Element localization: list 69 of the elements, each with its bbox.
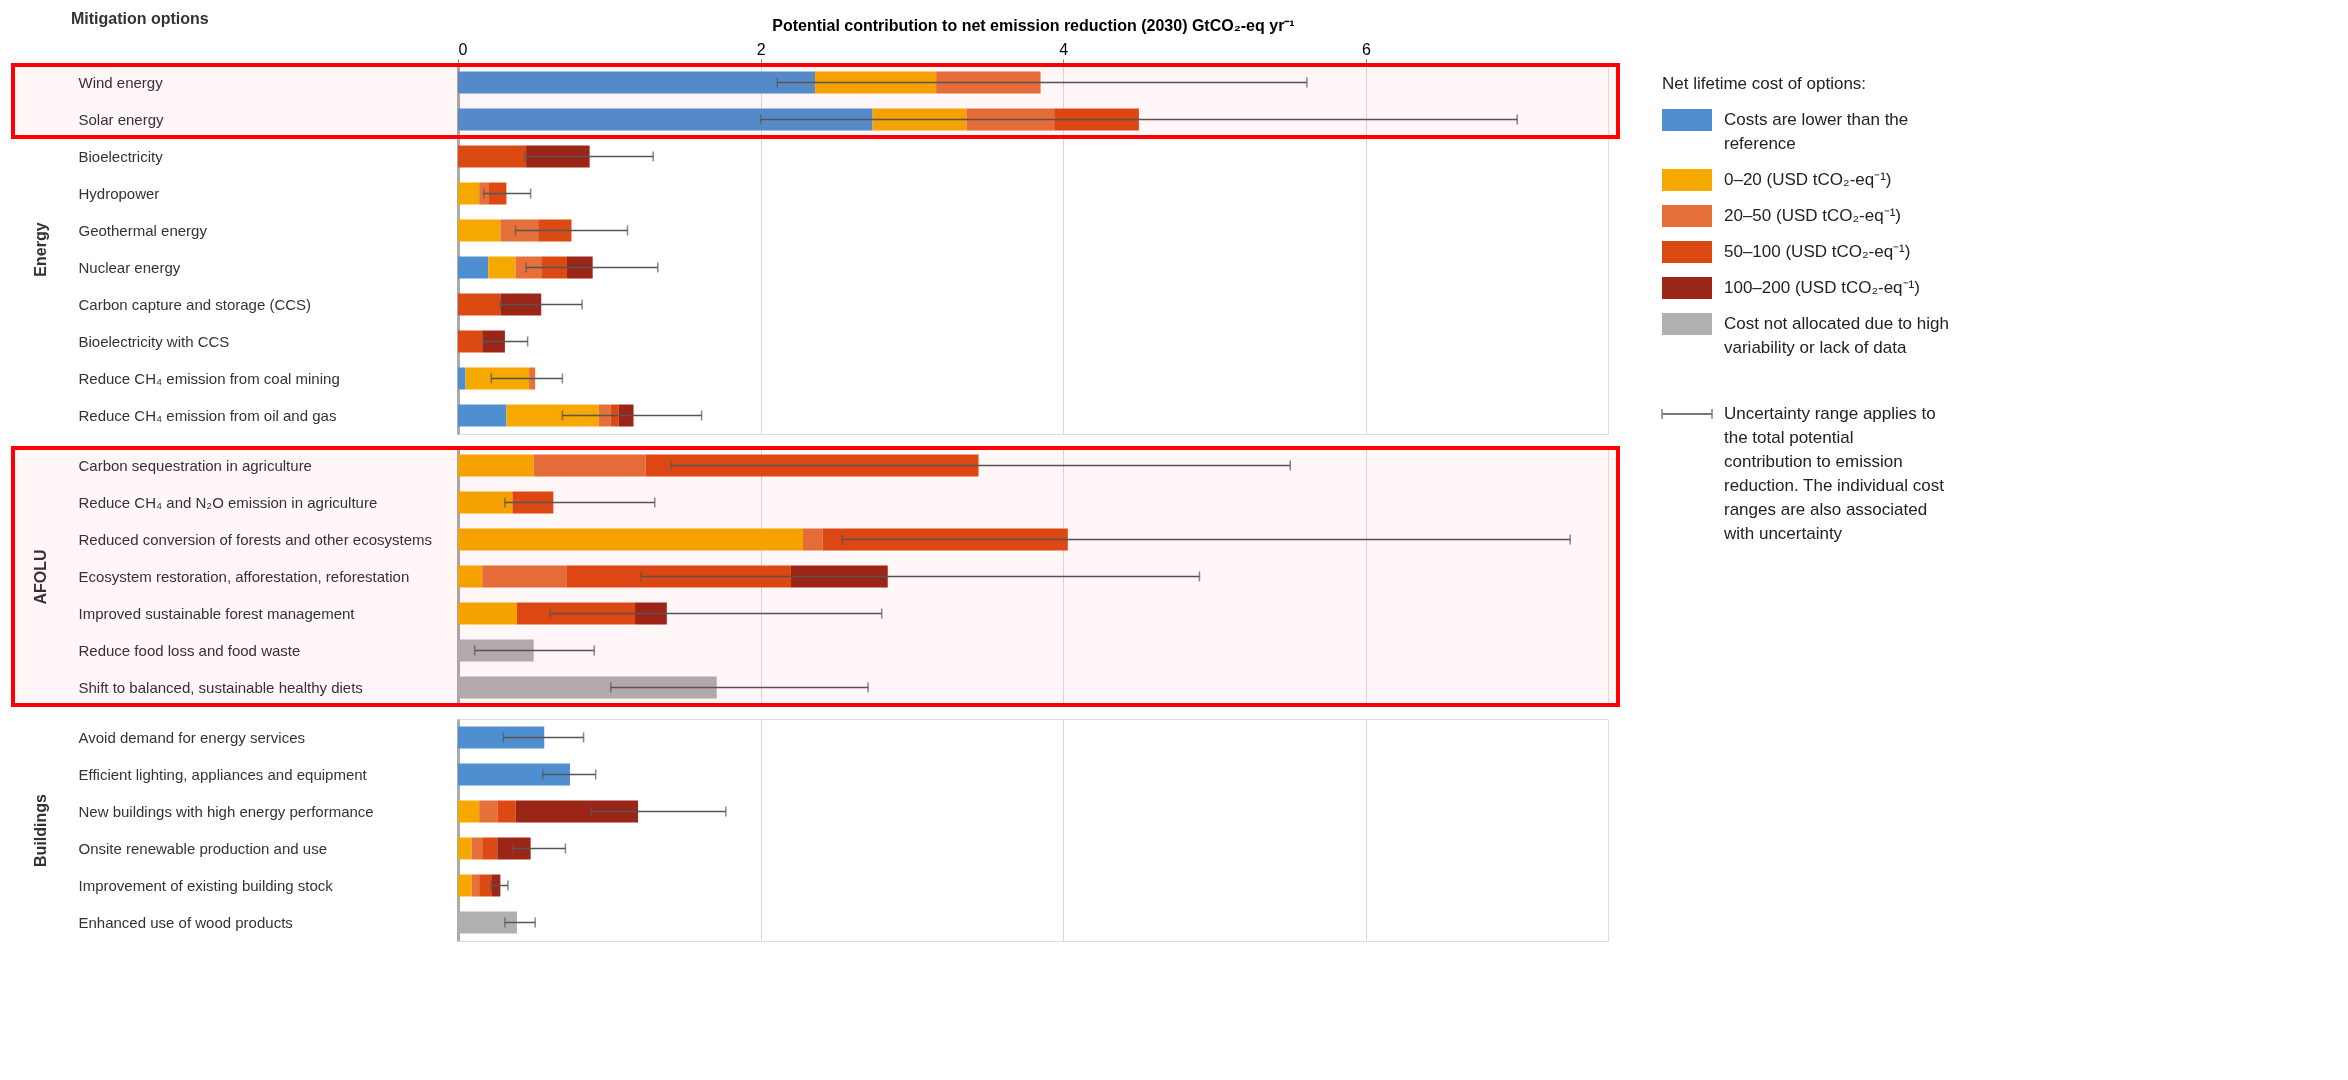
text: Uncertainty range applies to the total potential contribution to emission reduction. The individual cost ranges are also associated with uncertainty	[1723, 404, 1945, 543]
y-tick-label: Carbon capture and storage (CCS)	[78, 295, 312, 313]
y-tick-label: Efficient lighting, appliances and equipment	[78, 765, 368, 783]
x-axis-title: Potential contribution to net emission reduction (2030) GtCO₂-eq yr⁻¹	[772, 16, 1295, 34]
legend-label: 0–20 (USD tCO₂-eq⁻¹)	[1724, 170, 1892, 189]
x-tick-label: 6	[1361, 40, 1371, 58]
y-tick-label: Reduce CH₄ and N₂O emission in agriculture	[78, 493, 378, 511]
bar	[458, 874, 472, 897]
y-tick-label: Avoid demand for energy services	[78, 728, 306, 746]
y-tick-label: Wind energy	[78, 73, 164, 91]
y-tick-label: Enhanced use of wood products	[78, 913, 293, 931]
bar	[515, 800, 639, 823]
bar	[471, 837, 483, 860]
legend-label: Cost not allocated due to high variability or lack of data	[1724, 314, 1949, 357]
bar	[790, 565, 888, 588]
bar	[458, 602, 518, 625]
bar	[497, 800, 516, 823]
y-tick-label: Hydropower	[78, 184, 160, 202]
y-tick-label: Ecosystem restoration, afforestation, reforestation	[78, 567, 410, 585]
bar	[458, 454, 534, 477]
x-tick-label: 2	[756, 40, 766, 58]
y-axis-title: Buildings	[31, 793, 49, 867]
bar	[479, 800, 498, 823]
bar	[517, 602, 636, 625]
bar	[482, 837, 498, 860]
bar	[803, 528, 823, 551]
bar	[479, 874, 492, 897]
x-tick-label: 0	[458, 40, 468, 58]
legend-title: Net lifetime cost of options:	[1662, 74, 1867, 93]
y-tick-label: Shift to balanced, sustainable healthy diets	[78, 678, 363, 696]
legend-label: 50–100 (USD tCO₂-eq⁻¹)	[1724, 242, 1911, 261]
y-tick-label: Improvement of existing building stock	[78, 876, 334, 894]
bar	[635, 602, 667, 625]
y-axis-title: AFOLU	[31, 549, 49, 605]
y-tick-label: Reduce CH₄ emission from coal mining	[78, 369, 340, 387]
bar	[458, 565, 483, 588]
bar	[471, 874, 480, 897]
bar	[482, 565, 567, 588]
y-tick-label: Nuclear energy	[78, 258, 181, 276]
y-tick-label: Carbon sequestration in agriculture	[78, 456, 312, 474]
y-tick-label: Reduce food loss and food waste	[78, 641, 301, 659]
y-tick-label: Onsite renewable production and use	[78, 839, 327, 857]
y-axis-title: Energy	[31, 222, 49, 277]
bar	[566, 565, 791, 588]
bar	[533, 454, 646, 477]
bar	[458, 491, 513, 514]
bar	[458, 528, 803, 551]
y-tick-label: Improved sustainable forest management	[78, 604, 356, 622]
bar	[458, 726, 545, 749]
bar	[645, 454, 979, 477]
bar	[458, 763, 570, 786]
y-tick-label: Bioelectricity with CCS	[78, 332, 230, 350]
y-tick-label: Solar energy	[78, 110, 165, 128]
bar	[497, 837, 531, 860]
legend-label: 20–50 (USD tCO₂-eq⁻¹)	[1724, 206, 1901, 225]
y-tick-label: Reduce CH₄ emission from oil and gas	[78, 406, 337, 424]
bar	[491, 874, 501, 897]
bar	[458, 837, 472, 860]
x-tick-label: 4	[1059, 40, 1069, 58]
y-tick-label: Bioelectricity	[78, 147, 164, 165]
y-tick-label: New buildings with high energy performance	[78, 802, 374, 820]
y-tick-label: Reduced conversion of forests and other ecosystems	[78, 530, 433, 548]
legend-label: 100–200 (USD tCO₂-eq⁻¹)	[1724, 278, 1920, 297]
bar	[512, 491, 554, 514]
text: Mitigation options	[71, 10, 209, 27]
y-tick-label: Geothermal energy	[78, 221, 208, 239]
bar	[822, 528, 1068, 551]
legend-label: Costs are lower than the reference	[1724, 110, 1909, 153]
bar	[458, 800, 480, 823]
